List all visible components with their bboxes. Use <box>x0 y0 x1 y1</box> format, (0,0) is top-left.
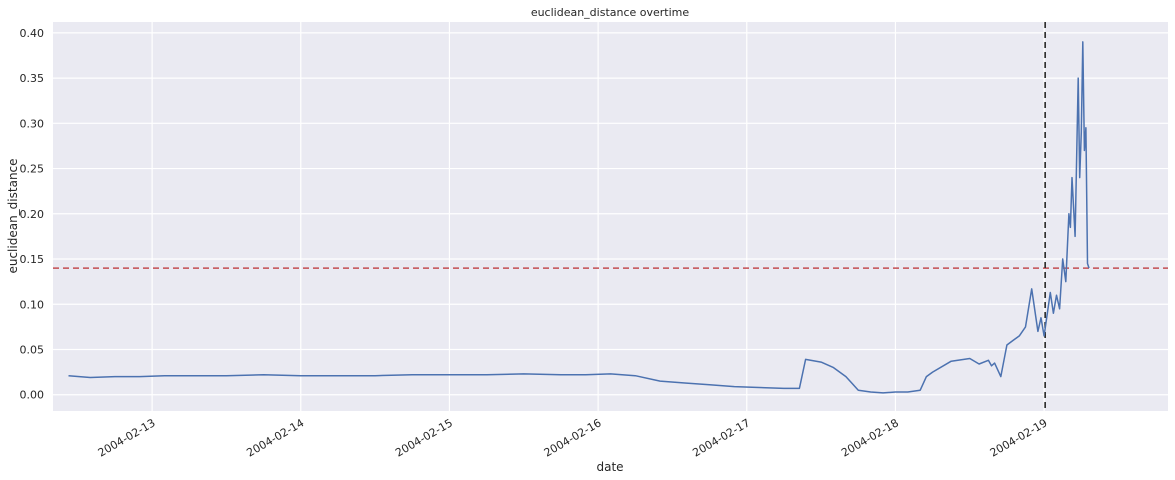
x-tick-label: 2004-02-15 <box>393 416 455 459</box>
x-tick-label: 2004-02-16 <box>542 416 604 459</box>
y-gridlines <box>53 32 1168 396</box>
x-gridlines <box>151 22 1045 411</box>
y-tick-label: 0.15 <box>20 253 45 266</box>
y-tick-label: 0.00 <box>20 389 45 402</box>
y-tick-label: 0.25 <box>20 163 45 176</box>
y-tick-label: 0.35 <box>20 72 45 85</box>
x-tick-label: 2004-02-19 <box>988 416 1050 459</box>
reference-lines <box>53 22 1168 411</box>
y-tick-labels: 0.00 0.05 0.10 0.15 0.20 0.25 0.30 0.35 0.40 <box>20 27 45 402</box>
series-line <box>68 41 1090 394</box>
x-axis-label: date <box>596 460 623 474</box>
chart-title: euclidean_distance overtime <box>531 6 690 19</box>
x-tick-label: 2004-02-18 <box>839 416 901 459</box>
x-tick-label: 2004-02-14 <box>244 416 306 459</box>
x-tick-label: 2004-02-17 <box>690 416 752 459</box>
y-tick-label: 0.05 <box>20 343 45 356</box>
y-tick-label: 0.20 <box>20 208 45 221</box>
plot-background <box>53 22 1168 411</box>
y-tick-label: 0.10 <box>20 298 45 311</box>
y-tick-label: 0.40 <box>20 27 45 40</box>
y-tick-label: 0.30 <box>20 117 45 130</box>
x-tick-labels: 2004-02-13 2004-02-14 2004-02-15 2004-02-16… <box>96 416 1050 459</box>
y-axis-label: euclidean_distance <box>6 158 20 273</box>
series-group <box>68 41 1090 394</box>
x-tick-label: 2004-02-13 <box>96 416 158 459</box>
